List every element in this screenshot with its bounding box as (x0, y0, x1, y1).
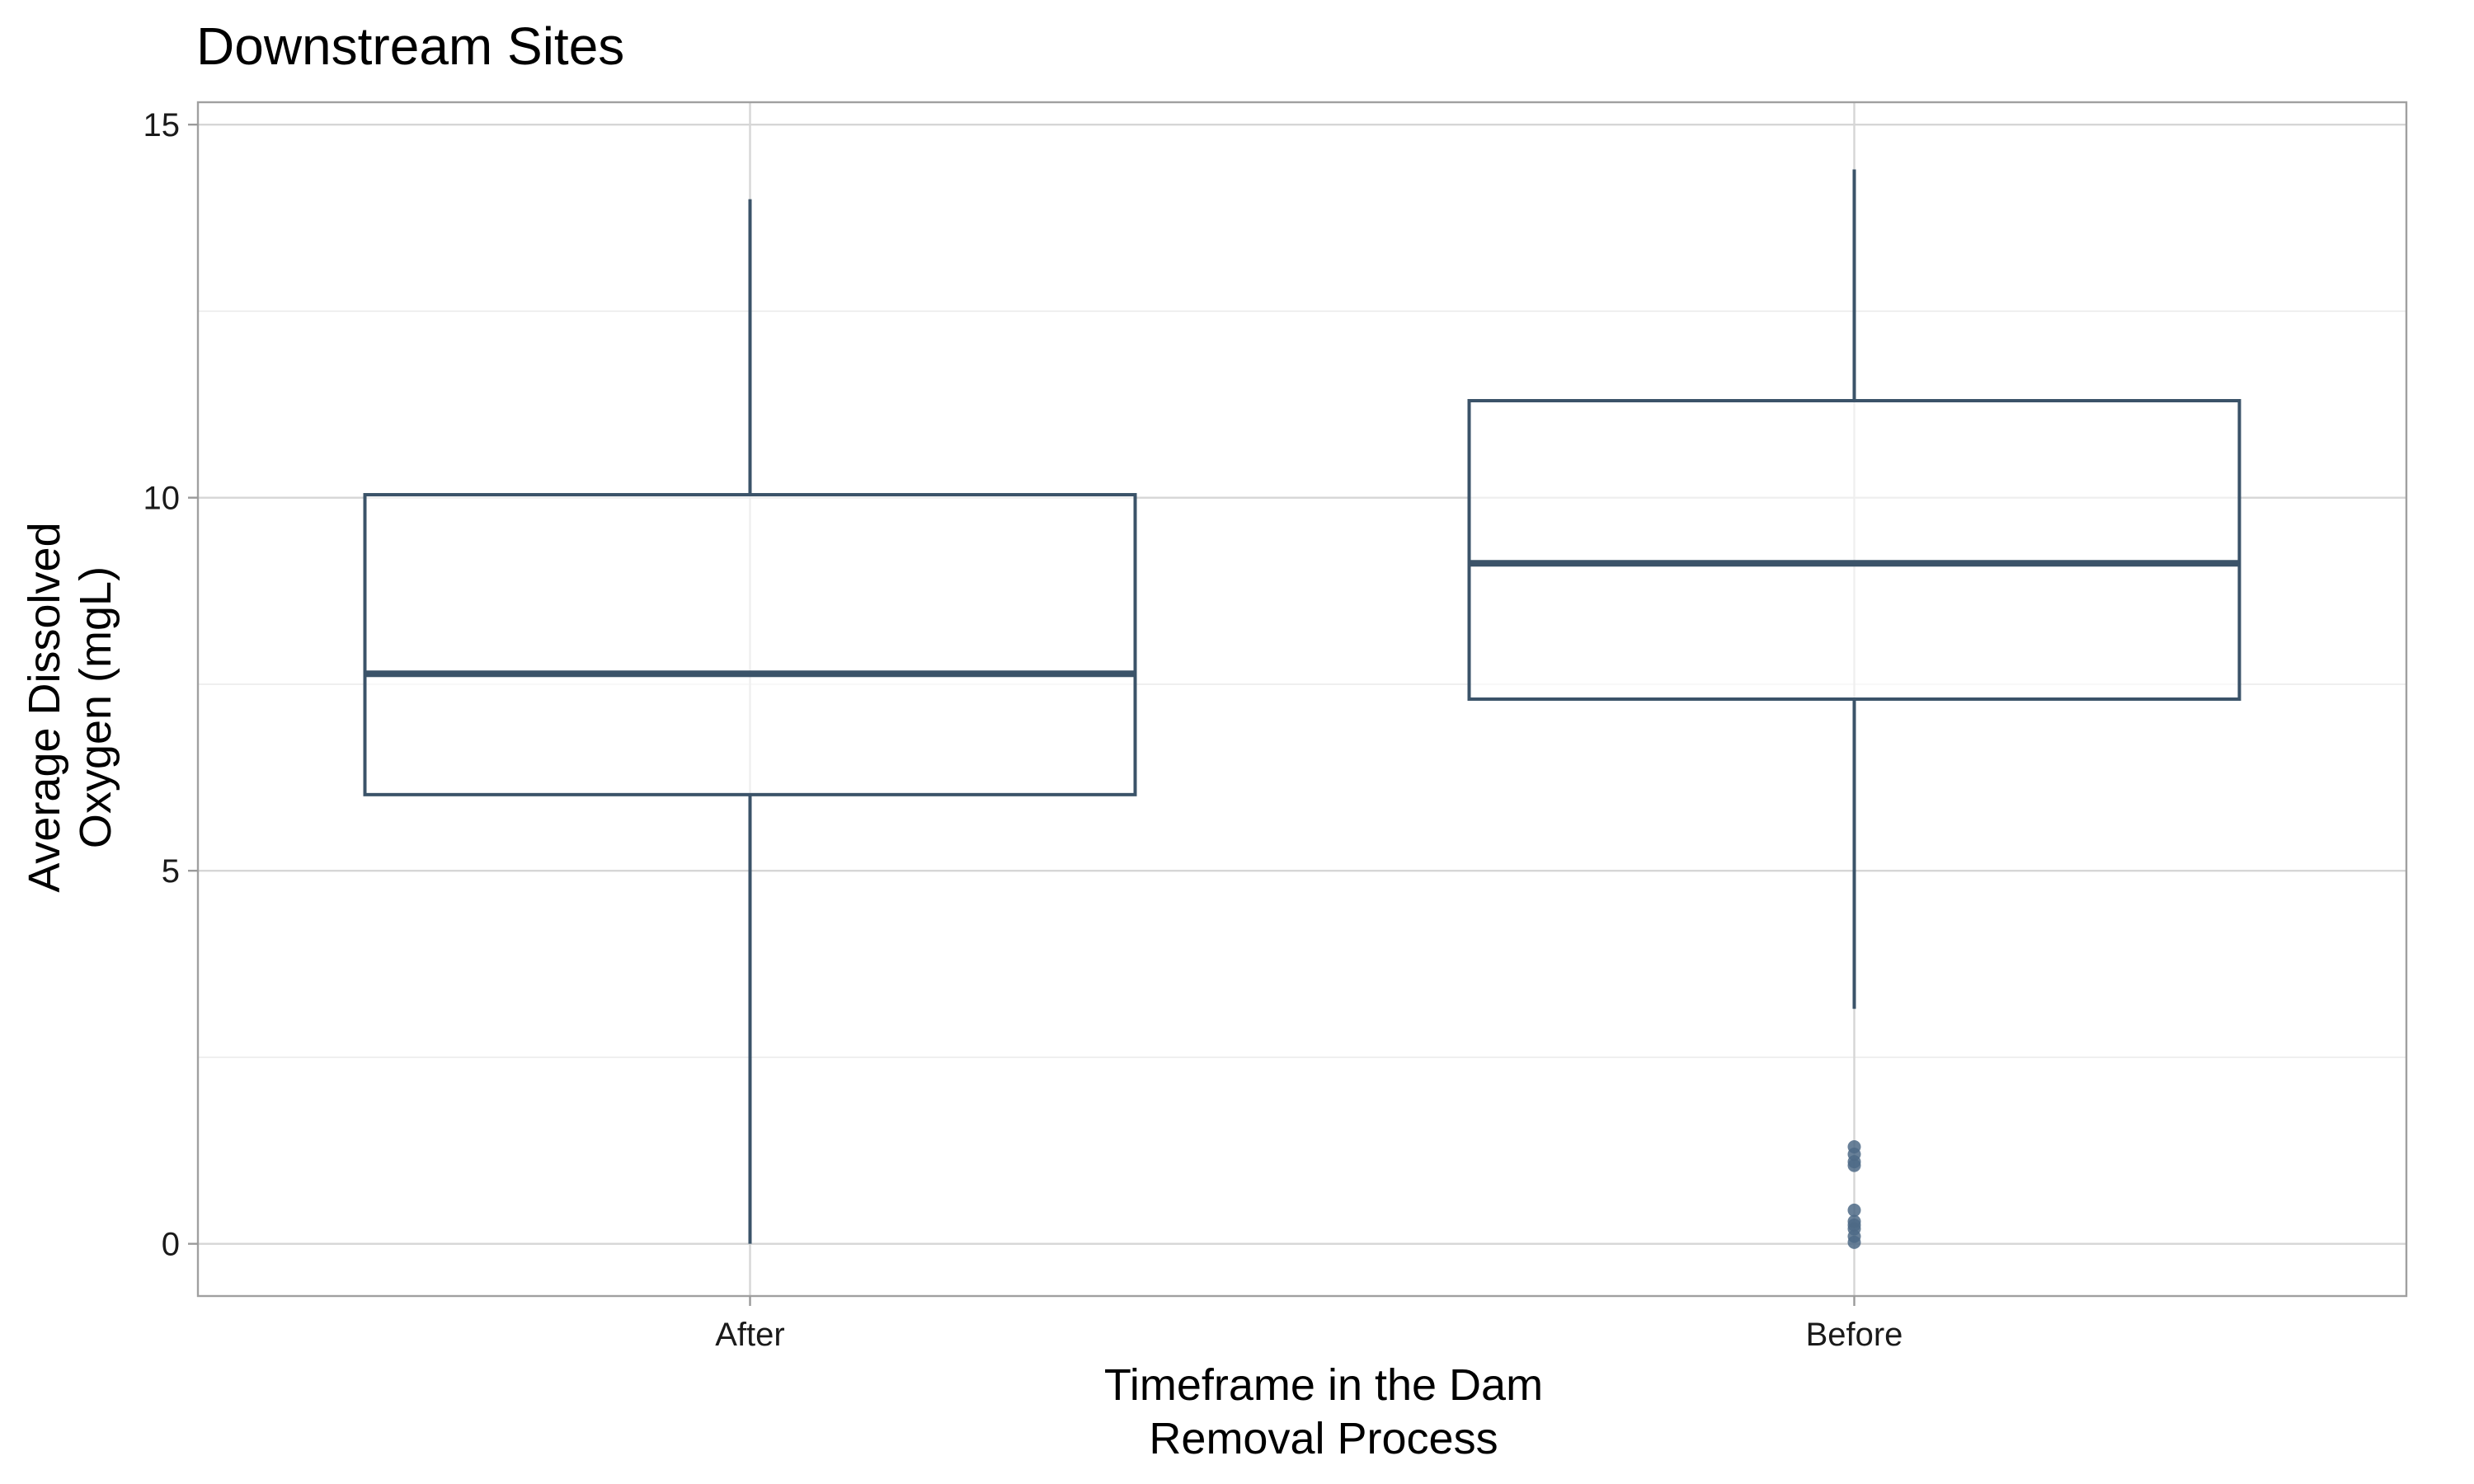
box-group-after (363, 199, 1137, 1244)
x-tick-label: Before (1806, 1317, 1903, 1353)
outlier-point (1847, 1158, 1861, 1172)
y-tick-label: 10 (143, 481, 181, 517)
y-tick-label: 5 (162, 853, 180, 890)
x-axis-title-line-2: Removal Process (1149, 1414, 1498, 1463)
iqr-box (1467, 399, 2241, 701)
y-axis: 0 5 10 15 (143, 107, 198, 1263)
x-axis: After Before (715, 1296, 1903, 1353)
box-group-before (1467, 169, 2241, 1249)
y-axis-title-line-1: Average Dissolved (20, 522, 69, 892)
panel-border (196, 101, 2408, 1298)
outlier-point (1847, 1203, 1861, 1217)
y-axis-title-line-2: Oxygen (mgL) (71, 566, 120, 848)
chart-title: Downstream Sites (196, 16, 624, 76)
boxes (363, 169, 2241, 1249)
y-tick-label: 0 (162, 1227, 180, 1263)
x-axis-title-line-1: Timeframe in the Dam (1104, 1360, 1543, 1410)
iqr-box (363, 493, 1137, 796)
x-tick-label: After (715, 1317, 784, 1353)
outlier-point (1847, 1235, 1861, 1249)
y-tick-label: 15 (143, 107, 181, 143)
